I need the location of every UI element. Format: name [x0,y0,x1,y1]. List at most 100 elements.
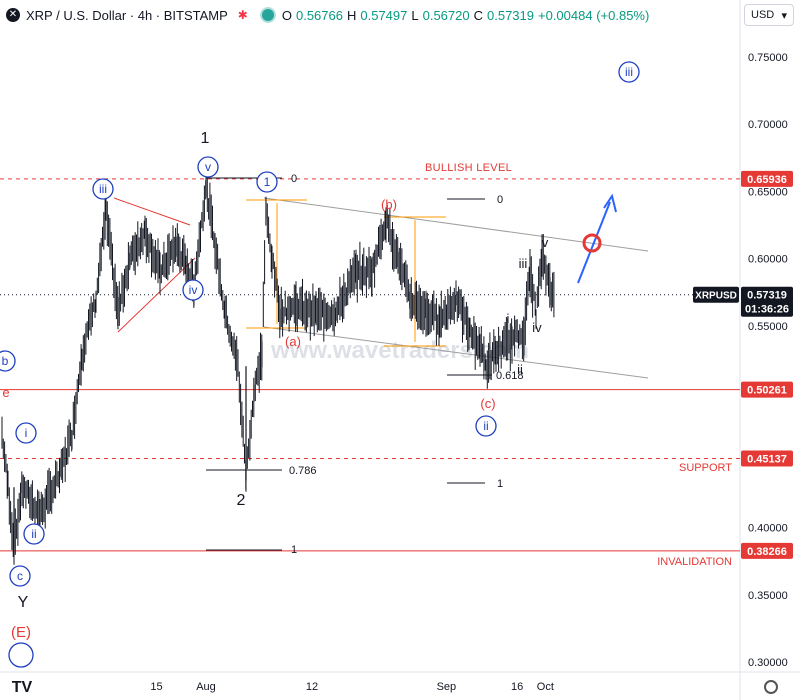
price-tag [741,381,793,398]
triangle-line [113,197,191,226]
channel-line-lower [263,326,649,379]
fib-level-label: 0 [291,173,297,185]
y-tick-label: 0.60000 [748,254,788,266]
fib-level-label: 0.618 [496,370,524,382]
level-label: INVALIDATION [657,556,732,568]
wave-label-red: (a) [285,334,301,349]
close-value: 0.57319 [487,7,534,23]
wave-circle-icon [182,279,204,301]
wave-circle-icon [618,61,640,83]
wave-label-circled: 1 [264,175,271,189]
x-tick-label: 12 [306,681,318,693]
wave-circle-icon [256,171,278,193]
wave-circle-icon [475,415,497,437]
projection-arrow-line [577,201,611,284]
high-value: 0.57497 [360,7,408,23]
price-tag-label: 0.57319 [747,290,787,302]
x-tick-label: Oct [537,681,554,693]
wave-label-circled: iv [189,283,198,297]
wave-circle-icon [92,178,114,200]
open-key: O [281,7,292,23]
x-tick-label: 15 [150,681,162,693]
change-value: +0.00484 (+0.85%) [538,7,650,23]
wave-label: ii [517,362,523,377]
price-tag [741,300,793,317]
wave-label: 2 [237,492,246,509]
currency-label: USD [751,9,775,21]
fib-level-label: 1 [497,478,503,490]
y-tick-label: 0.40000 [748,523,788,535]
price-bars [1,164,555,565]
tradingview-logo-icon: TV [12,679,33,696]
y-tick-label: 0.70000 [748,119,788,131]
wave-circle-icon [8,642,34,668]
wave-label-circled: ii [483,419,488,433]
fib-level-label: 0.786 [289,465,317,477]
gear-icon[interactable] [764,680,778,694]
wave-label-red: (b) [381,197,397,212]
wave-circle-icon [0,350,16,372]
symbol-title: XRP / U.S. Dollar · 4h · BITSTAMP [26,7,228,23]
fib-level-label: 0 [497,194,503,206]
price-tag-label: 0.45137 [747,453,787,465]
wave-label: Y [18,594,29,611]
close-key: C [473,7,483,23]
wave-label: i [507,311,510,326]
triangle-line [117,257,196,333]
channel-line-upper [263,197,649,252]
low-value: 0.56720 [422,7,470,23]
fib-level-label: 1 [291,544,297,556]
price-tag [741,450,793,467]
level-label: SUPPORT [679,462,732,474]
level-label: BULLISH LEVEL [425,162,512,174]
wave-label: v [542,235,549,250]
wave-label-red: (c) [480,396,495,411]
x-tick-label: Sep [437,681,457,693]
price-tag-label: 0.65936 [747,174,787,186]
y-tick-label: 0.65000 [748,186,788,198]
symbol-tag-label: XRPUSD [695,291,737,302]
price-tag [741,542,793,559]
currency-select[interactable]: USD ▾ [744,4,794,26]
wave-label-circled: iii [625,65,633,79]
low-key: L [411,7,419,23]
high-key: H [346,7,357,23]
wave-label: iv [532,320,542,335]
wave-label-circled: v [205,160,211,174]
x-tick-label: Aug [196,681,216,693]
wave-circle-icon [23,523,45,545]
wave-label-red: (E) [11,624,31,641]
price-tag [741,170,793,187]
wave-label: 1 [201,130,210,147]
symbol-tag [693,286,739,303]
alert-icon: ✱ [237,8,248,22]
arrow-head-icon [603,193,617,213]
y-tick-label: 0.30000 [748,657,788,669]
target-circle-icon [582,233,602,253]
open-value: 0.56766 [295,7,343,23]
symbol-info[interactable]: ✕ XRP / U.S. Dollar · 4h · BITSTAMP ✱ [6,8,282,23]
price-tag [741,286,793,303]
y-tick-label: 0.75000 [748,52,788,64]
chevron-down-icon: ▾ [781,9,787,22]
wave-circle-icon [197,156,219,178]
wave-label-circled: i [25,426,28,440]
close-icon[interactable]: ✕ [6,8,20,22]
wave-label-circled: iii [99,182,107,196]
wave-circle-icon [9,565,31,587]
market-status-icon [261,9,274,21]
price-tag-label: 0.38266 [747,546,787,558]
wave-label-circled: ii [31,527,36,541]
ohlc-readout: O 0.56766 H 0.57497 L 0.56720 C 0.57319 +0.0… [282,8,649,23]
price-tag-label: 01:36:26 [745,304,789,316]
x-tick-label: 16 [511,681,523,693]
y-tick-label: 0.35000 [748,590,788,602]
wave-label-circled: b [2,354,9,368]
wave-label-red: e [2,385,9,400]
wave-circle-icon [15,422,37,444]
price-tag-label: 0.50261 [747,385,787,397]
wave-label-circled: c [17,569,23,583]
y-tick-label: 0.55000 [748,321,788,333]
